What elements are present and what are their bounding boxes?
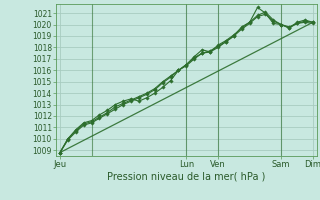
X-axis label: Pression niveau de la mer( hPa ): Pression niveau de la mer( hPa ) [107, 172, 266, 182]
